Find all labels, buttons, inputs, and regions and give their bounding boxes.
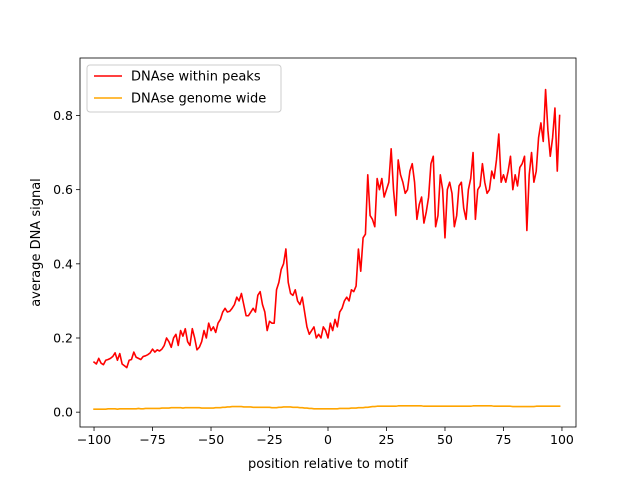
plot-frame: [79, 57, 577, 428]
legend-label-genome: DNAse genome wide: [131, 92, 266, 107]
y-axis-ticks: 0.0 0.2 0.4 0.6 0.8: [53, 108, 80, 420]
x-axis-label: position relative to motif: [248, 457, 408, 472]
x-tick-label: 100: [550, 432, 574, 447]
legend-box: [86, 64, 282, 113]
legend: DNAse within peaks DNAse genome wide: [86, 64, 282, 113]
x-tick-label: −100: [77, 432, 111, 447]
x-tick-label: 50: [437, 432, 453, 447]
x-tick-label: 25: [379, 432, 395, 447]
x-tick-label: 0: [324, 432, 332, 447]
y-tick-label: 0.4: [53, 256, 73, 271]
x-tick-label: −25: [256, 432, 282, 447]
y-axis-label: average DNA signal: [29, 178, 44, 307]
y-tick-label: 0.2: [53, 330, 73, 345]
x-tick-label: −50: [198, 432, 224, 447]
series-line-genome: [93, 405, 561, 411]
x-axis-ticks: −100 −75 −50 −25 0 25 50 75 100: [77, 427, 574, 447]
series-lines: [92, 88, 561, 411]
x-tick-label: −75: [139, 432, 165, 447]
y-tick-label: 0.8: [53, 108, 73, 123]
series-line-peaks: [92, 88, 561, 369]
y-tick-label: 0.6: [53, 182, 73, 197]
legend-label-peaks: DNAse within peaks: [131, 70, 261, 85]
x-tick-label: 75: [496, 432, 512, 447]
y-tick-label: 0.0: [53, 405, 73, 420]
